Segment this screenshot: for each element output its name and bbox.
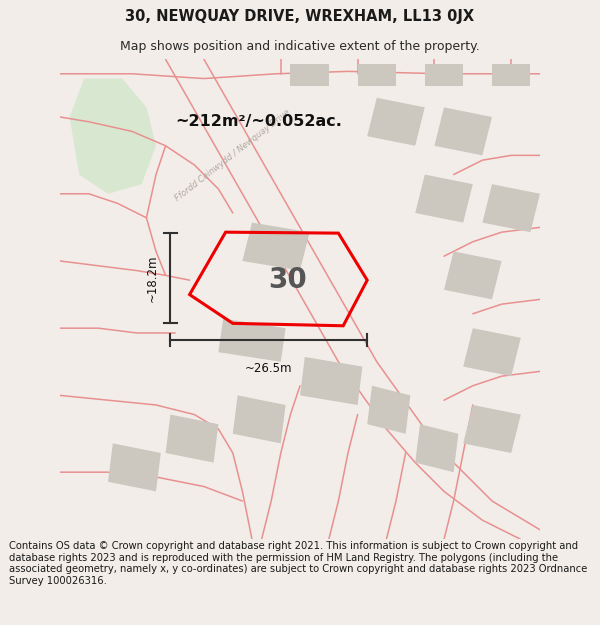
Polygon shape [482, 184, 540, 232]
Polygon shape [108, 443, 161, 491]
Text: ~18.2m: ~18.2m [145, 254, 158, 302]
Polygon shape [166, 414, 218, 462]
Text: Ffordd Ceinwydd / Newquay Drive: Ffordd Ceinwydd / Newquay Drive [173, 107, 292, 203]
Polygon shape [444, 251, 502, 299]
Polygon shape [463, 405, 521, 453]
Polygon shape [463, 328, 521, 376]
Text: 30: 30 [269, 266, 307, 294]
Polygon shape [367, 386, 410, 434]
Polygon shape [218, 319, 286, 362]
Polygon shape [233, 396, 286, 443]
Polygon shape [358, 64, 396, 86]
Polygon shape [425, 64, 463, 86]
Text: ~212m²/~0.052ac.: ~212m²/~0.052ac. [175, 114, 342, 129]
Polygon shape [434, 107, 492, 156]
Text: Map shows position and indicative extent of the property.: Map shows position and indicative extent… [120, 40, 480, 52]
Polygon shape [415, 174, 473, 222]
Polygon shape [70, 79, 156, 194]
Polygon shape [290, 64, 329, 86]
Text: ~26.5m: ~26.5m [245, 362, 293, 375]
Polygon shape [492, 64, 530, 86]
Polygon shape [367, 98, 425, 146]
Polygon shape [300, 357, 362, 405]
Text: 30, NEWQUAY DRIVE, WREXHAM, LL13 0JX: 30, NEWQUAY DRIVE, WREXHAM, LL13 0JX [125, 9, 475, 24]
Polygon shape [242, 222, 310, 271]
Polygon shape [415, 424, 458, 472]
Text: Contains OS data © Crown copyright and database right 2021. This information is : Contains OS data © Crown copyright and d… [9, 541, 587, 586]
